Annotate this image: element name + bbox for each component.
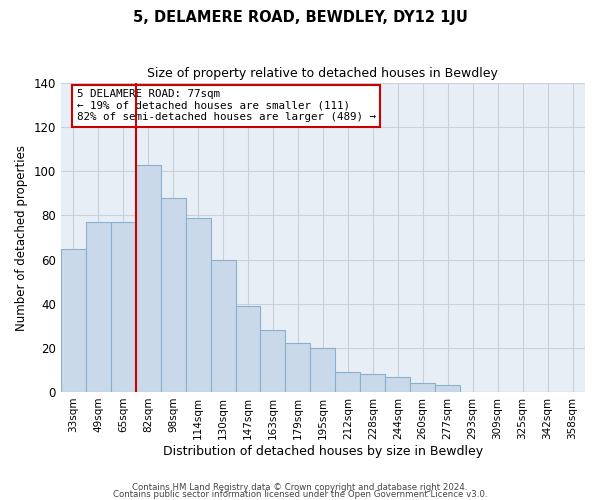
Bar bbox=[410, 383, 435, 392]
Bar bbox=[435, 386, 460, 392]
Bar bbox=[361, 374, 385, 392]
Bar bbox=[211, 260, 236, 392]
Bar bbox=[236, 306, 260, 392]
Bar bbox=[310, 348, 335, 392]
Bar bbox=[260, 330, 286, 392]
Text: Contains public sector information licensed under the Open Government Licence v3: Contains public sector information licen… bbox=[113, 490, 487, 499]
Bar bbox=[86, 222, 111, 392]
Bar bbox=[161, 198, 185, 392]
Bar bbox=[136, 164, 161, 392]
X-axis label: Distribution of detached houses by size in Bewdley: Distribution of detached houses by size … bbox=[163, 444, 483, 458]
Bar bbox=[286, 344, 310, 392]
Y-axis label: Number of detached properties: Number of detached properties bbox=[15, 144, 28, 330]
Text: 5 DELAMERE ROAD: 77sqm
← 19% of detached houses are smaller (111)
82% of semi-de: 5 DELAMERE ROAD: 77sqm ← 19% of detached… bbox=[77, 89, 376, 122]
Bar bbox=[385, 376, 410, 392]
Title: Size of property relative to detached houses in Bewdley: Size of property relative to detached ho… bbox=[148, 68, 499, 80]
Text: Contains HM Land Registry data © Crown copyright and database right 2024.: Contains HM Land Registry data © Crown c… bbox=[132, 484, 468, 492]
Bar bbox=[335, 372, 361, 392]
Text: 5, DELAMERE ROAD, BEWDLEY, DY12 1JU: 5, DELAMERE ROAD, BEWDLEY, DY12 1JU bbox=[133, 10, 467, 25]
Bar bbox=[185, 218, 211, 392]
Bar bbox=[111, 222, 136, 392]
Bar bbox=[61, 248, 86, 392]
